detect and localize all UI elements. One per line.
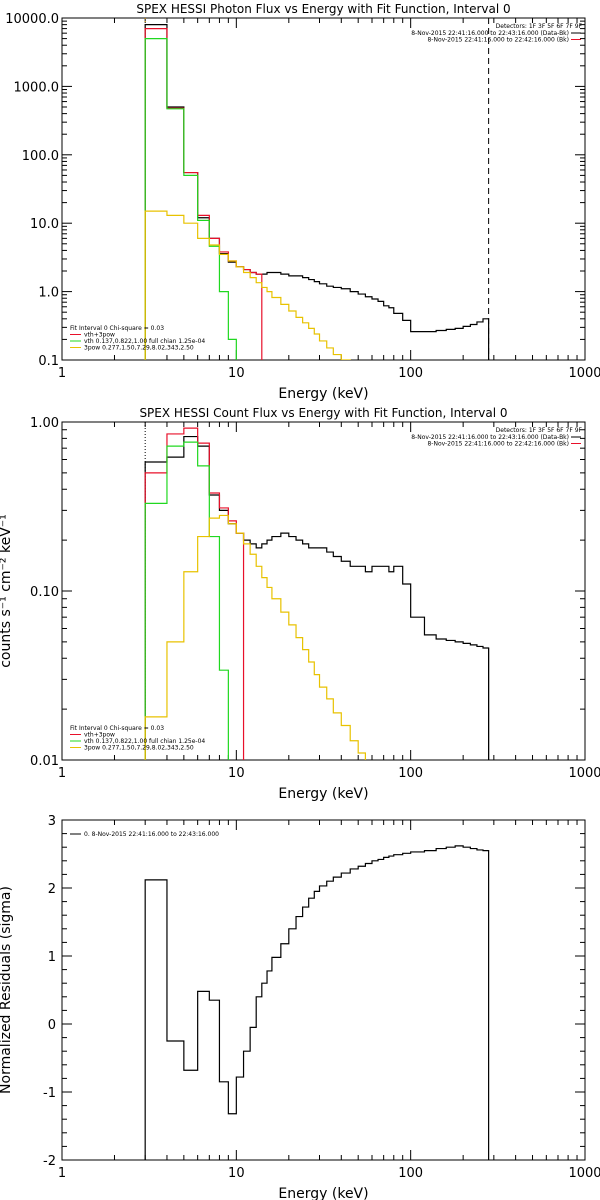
y-axis-label: Normalized Residuals (sigma) (0, 886, 14, 1094)
x-tick-label: 10 (228, 766, 245, 781)
y-tick-label: 1.00 (30, 416, 59, 431)
plot-frame (61, 421, 586, 761)
series-vth (144, 37, 237, 360)
series-data-bk (144, 435, 490, 760)
y-tick-label: 10.0 (30, 217, 59, 232)
y-tick-label: 2 (48, 882, 56, 897)
x-tick-label: 1 (58, 1166, 66, 1181)
legend-left-entry: vth+3pow (84, 732, 115, 739)
x-tick-label: 1 (58, 766, 66, 781)
legend-left-entry: vth 0.137,0.822,1.00 full chian 1.25e-04 (84, 338, 205, 345)
chart-title: SPEX HESSI Photon Flux vs Energy with Fi… (136, 2, 510, 16)
series-residuals (144, 845, 490, 1160)
detectors-label: Detectors: 1F 3F 5F 6F 7F 9F (496, 23, 583, 30)
x-axis-label: Energy (keV) (278, 386, 368, 402)
x-tick-label: 1000 (568, 366, 600, 381)
chart-panel-1: SPEX HESSI Count Flux vs Energy with Fit… (0, 406, 600, 802)
y-tick-label: -1 (43, 1086, 56, 1101)
series-data-bk (144, 24, 490, 360)
x-tick-label: 1 (58, 366, 66, 381)
series-vth-3pow (144, 28, 263, 360)
legend-right-entry: 8-Nov-2015 22:41:16.000 to 22:42:16.000 … (427, 37, 569, 44)
x-tick-label: 100 (398, 766, 423, 781)
y-tick-label: 3 (48, 814, 56, 829)
y-tick-label: 1 (48, 950, 56, 965)
series-3pow (144, 514, 366, 760)
legend-left-entry: vth+3pow (84, 332, 115, 339)
series-3pow (144, 210, 351, 360)
y-tick-label: 0.01 (30, 754, 59, 769)
legend-left-entry: 3pow 0.277,1.50,7.29,8.02,343,2.50 (84, 745, 194, 752)
chart-panel-0: SPEX HESSI Photon Flux vs Energy with Fi… (5, 2, 600, 402)
x-tick-label: 1000 (568, 766, 600, 781)
chart-panel-2: 1 10 100 1000 Energy (keV) -2 -1 0 1 2 3 Normalized… (0, 814, 600, 1200)
x-tick-label: 100 (398, 366, 423, 381)
plot-frame (61, 819, 586, 1161)
plot-frame (61, 17, 586, 361)
legend-right-entry: 8-Nov-2015 22:41:16.000 to 22:42:16.000 … (427, 441, 569, 448)
x-axis-label: Energy (keV) (278, 1186, 368, 1200)
legend-right-entry: 8-Nov-2015 22:41:16.000 to 22:43:16.000 … (411, 30, 569, 37)
x-axis-label: Energy (keV) (278, 786, 368, 802)
chart-title: SPEX HESSI Count Flux vs Energy with Fit… (139, 406, 507, 420)
y-tick-label: 1000.0 (14, 80, 60, 95)
x-tick-label: 10 (228, 366, 245, 381)
x-tick-label: 10 (228, 1166, 245, 1181)
y-axis-label: counts s⁻¹ cm⁻² keV⁻¹ (0, 514, 14, 668)
x-tick-label: 1000 (568, 1166, 600, 1181)
legend-left-entry: 3pow 0.277,1.50,7.29,8.02,343,2.50 (84, 345, 194, 352)
legend-left-entry: Fit Interval 0 Chi-square = 0.03 (70, 725, 164, 732)
legend-right-entry: 8-Nov-2015 22:41:16.000 to 22:43:16.000 … (411, 434, 569, 441)
legend-left-entry: 0. 8-Nov-2015 22:41:16.000 to 22:43:16.0… (84, 831, 219, 838)
series-vth (144, 441, 229, 760)
y-tick-label: 0.1 (38, 354, 59, 369)
y-tick-label: 1.0 (38, 286, 59, 301)
detectors-label: Detectors: 1F 3F 5F 6F 7F 9F (496, 427, 583, 434)
legend-left-entry: Fit Interval 0 Chi-square = 0.03 (70, 325, 164, 332)
y-tick-label: 10000.0 (5, 12, 59, 27)
x-tick-label: 100 (398, 1166, 423, 1181)
legend-left-entry: vth 0.137,0.822,1.00 full chian 1.25e-04 (84, 738, 205, 745)
y-tick-label: 100.0 (22, 149, 59, 164)
y-tick-label: 0 (48, 1018, 56, 1033)
y-tick-label: 0.10 (30, 585, 59, 600)
y-tick-label: -2 (43, 1154, 56, 1169)
